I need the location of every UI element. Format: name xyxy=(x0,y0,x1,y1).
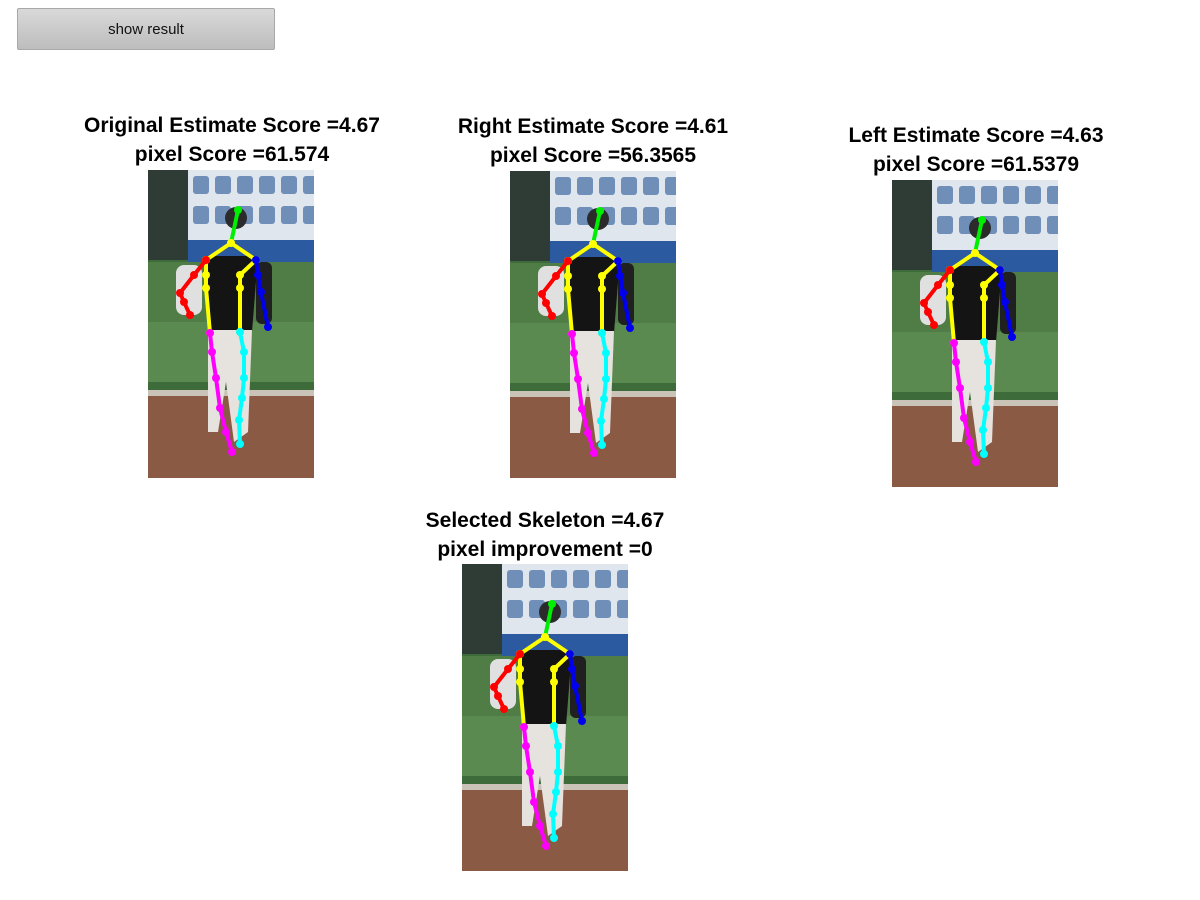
selected-score-label: Selected Skeleton =4.67 xyxy=(425,509,665,532)
left-pixel-score-label: pixel Score =61.5379 xyxy=(872,153,1080,176)
panel-title-right: Right Estimate Score =4.61 pixel Score =… xyxy=(423,112,763,170)
left-score-label: Left Estimate Score =4.63 xyxy=(848,124,1104,147)
original-pixel-score-label: pixel Score =61.574 xyxy=(134,143,330,166)
right-pixel-score-label: pixel Score =56.3565 xyxy=(489,144,697,167)
original-pose-image xyxy=(148,170,314,478)
original-score-label: Original Estimate Score =4.67 xyxy=(84,114,380,137)
right-score-label: Right Estimate Score =4.61 xyxy=(457,115,729,138)
panel-title-original: Original Estimate Score =4.67 pixel Scor… xyxy=(62,111,402,169)
panel-title-left: Left Estimate Score =4.63 pixel Score =6… xyxy=(806,121,1146,179)
show-result-button[interactable]: show result xyxy=(17,8,275,50)
panel-title-selected: Selected Skeleton =4.67 pixel improvemen… xyxy=(375,506,715,564)
left-pose-image xyxy=(892,180,1058,487)
selected-pose-image xyxy=(462,564,628,871)
right-pose-image xyxy=(510,171,676,478)
selected-pixel-improvement-label: pixel improvement =0 xyxy=(437,538,653,561)
